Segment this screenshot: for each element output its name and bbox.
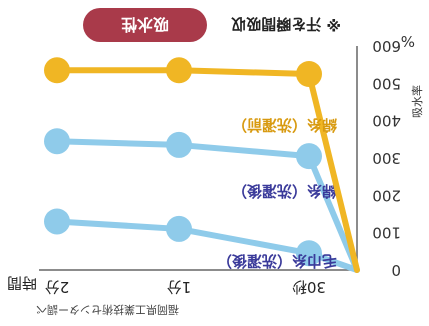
y-unit: % — [401, 32, 415, 50]
series-line — [54, 67, 360, 273]
data-point — [44, 57, 70, 84]
y-tick-label: 600 — [372, 37, 401, 55]
series-line — [54, 138, 360, 273]
data-point — [44, 208, 70, 235]
data-point — [296, 143, 322, 170]
x-axis-label: 時間 — [7, 274, 37, 292]
chart-note: ※ 汗を瞬間吸収 — [230, 15, 341, 33]
y-tick-label: 100 — [372, 224, 401, 242]
y-axis-label: 吸水率 — [410, 85, 424, 118]
badge-label: 吸水性 — [121, 15, 169, 34]
source-note: 福岡県工業技術センター調べ — [36, 303, 179, 317]
data-point — [296, 61, 322, 87]
x-tick-label: 2分 — [45, 278, 70, 296]
series-label: 綿糸（洗濯後） — [232, 182, 337, 200]
data-point — [166, 131, 192, 158]
y-tick-label: 400 — [372, 112, 401, 130]
x-tick-label: 1分 — [167, 278, 192, 296]
y-tick-label: 0 — [391, 261, 401, 279]
series-line — [54, 218, 360, 273]
y-tick-label: 500 — [372, 74, 401, 92]
series-label: 毛巾糸（洗濯後） — [217, 252, 337, 270]
x-tick-label: 30秒 — [292, 278, 326, 296]
data-point — [44, 128, 70, 155]
data-point — [166, 57, 192, 84]
y-tick-label: 300 — [372, 149, 401, 167]
y-tick-label: 200 — [372, 186, 401, 204]
data-point — [296, 240, 322, 267]
badge-background — [83, 8, 207, 42]
data-point — [166, 215, 192, 242]
series-label: 綿糸（洗濯前） — [232, 116, 337, 134]
